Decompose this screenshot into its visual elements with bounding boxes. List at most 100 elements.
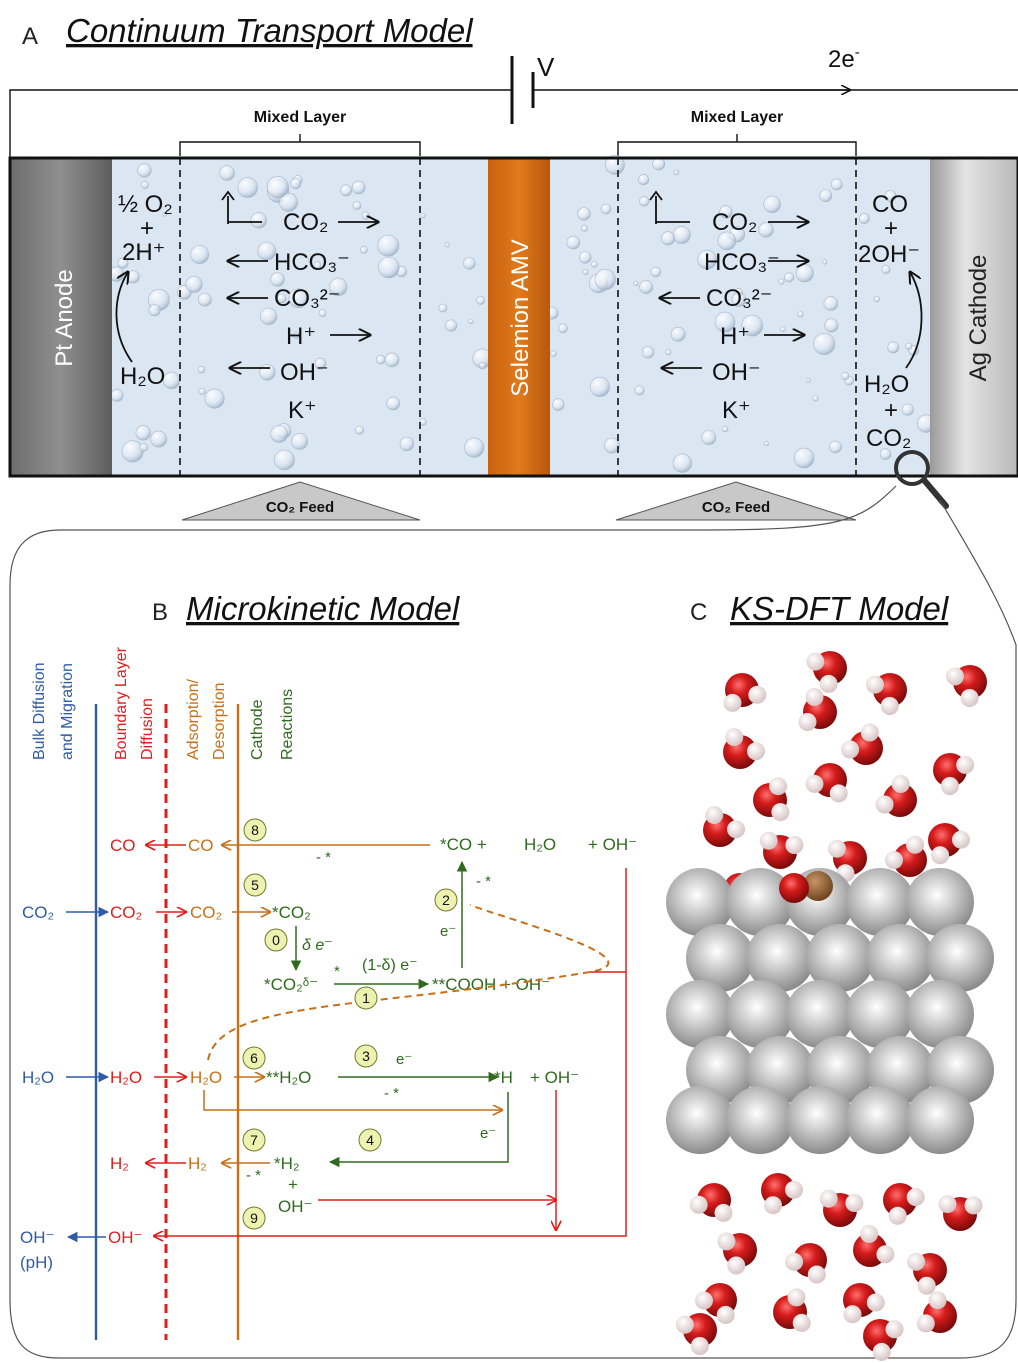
bubble bbox=[758, 222, 774, 238]
bubble bbox=[830, 178, 843, 191]
silver-atom bbox=[846, 868, 914, 936]
voltage-label: V bbox=[537, 52, 555, 82]
bl-h2: H₂ bbox=[110, 1154, 129, 1173]
header-boundary-1: Boundary Layer bbox=[113, 646, 130, 760]
bubble bbox=[582, 268, 589, 275]
bubble bbox=[633, 280, 639, 287]
hydrogen-atom bbox=[675, 1315, 694, 1334]
bl-oh: OH⁻ bbox=[108, 1228, 142, 1247]
hydrogen-atom bbox=[928, 1291, 947, 1310]
water-molecule bbox=[753, 777, 790, 822]
water-molecule bbox=[723, 728, 765, 769]
bubble bbox=[250, 212, 267, 229]
bubble bbox=[420, 213, 426, 219]
bubble bbox=[824, 318, 839, 333]
bubble bbox=[270, 425, 289, 443]
bubble bbox=[386, 396, 401, 411]
hydrogen-atom bbox=[885, 1320, 904, 1339]
water-molecule bbox=[761, 1173, 803, 1215]
species-co2-right: CO₂ bbox=[712, 209, 757, 236]
bubble bbox=[313, 261, 322, 269]
silver-atom bbox=[906, 1086, 974, 1154]
panel-b-title: Microkinetic Model bbox=[186, 590, 461, 627]
hydrogen-atom bbox=[792, 1313, 811, 1332]
bubble bbox=[352, 201, 362, 210]
bubble bbox=[110, 388, 124, 402]
bubble bbox=[813, 332, 836, 355]
header-bulk-1: Bulk Diffusion bbox=[31, 662, 48, 760]
water-molecule bbox=[843, 1283, 885, 1324]
svg-text:e⁻: e⁻ bbox=[480, 1125, 496, 1142]
silver-atom bbox=[846, 980, 914, 1048]
bubble bbox=[444, 242, 450, 248]
direct-adsorption-arrow bbox=[203, 1090, 502, 1110]
bubble bbox=[204, 388, 225, 409]
water-molecule bbox=[785, 1243, 827, 1284]
bubble bbox=[135, 425, 151, 441]
hydrogen-atom bbox=[747, 742, 765, 761]
co2-feed-triangle-left bbox=[181, 481, 421, 521]
bubble bbox=[634, 385, 645, 396]
hydrogen-atom bbox=[875, 795, 894, 814]
species-co2-left: CO₂ bbox=[283, 209, 328, 236]
header-cathode-2: Reactions bbox=[279, 689, 296, 760]
r-h2o-top: H₂O bbox=[524, 835, 556, 854]
bubble bbox=[661, 231, 676, 246]
hydrogen-atom bbox=[952, 830, 970, 849]
bubble bbox=[600, 203, 612, 215]
step-number: 3 bbox=[362, 1048, 370, 1064]
silver-atom bbox=[806, 924, 874, 992]
bubble bbox=[805, 377, 811, 383]
step-number: 8 bbox=[251, 822, 259, 838]
header-adsorption-1: Adsorption/ bbox=[185, 679, 202, 760]
hydrogen-atom bbox=[829, 784, 848, 803]
magnifier-icon bbox=[894, 450, 949, 509]
water-molecule bbox=[703, 806, 745, 847]
bubble bbox=[376, 354, 386, 365]
bubble bbox=[266, 176, 289, 199]
ad-co2: CO₂ bbox=[190, 903, 222, 922]
hydrogen-atom bbox=[806, 652, 825, 671]
hydrogen-atom bbox=[705, 806, 724, 825]
bubble bbox=[270, 272, 285, 287]
bubble bbox=[476, 295, 485, 305]
water-molecule bbox=[828, 839, 867, 883]
mixed-layer-label-left: Mixed Layer bbox=[254, 109, 346, 126]
hydrogen-atom bbox=[956, 755, 975, 774]
bubble bbox=[340, 184, 352, 197]
bubble bbox=[384, 352, 400, 368]
silver-atom bbox=[666, 980, 734, 1048]
hydrogen-atom bbox=[748, 685, 767, 704]
bl-co2: CO₂ bbox=[110, 903, 142, 922]
bubble bbox=[829, 440, 842, 454]
bubble bbox=[468, 318, 474, 325]
hydrogen-atom bbox=[771, 803, 790, 822]
hydrogen-atom bbox=[906, 1188, 925, 1207]
zoom-callout bbox=[9, 485, 1017, 1359]
svg-text:+: + bbox=[288, 1175, 298, 1194]
bubble bbox=[291, 432, 309, 450]
r-h2-ads: *H₂ bbox=[274, 1154, 300, 1173]
bubble bbox=[351, 180, 366, 195]
bubble bbox=[126, 270, 140, 284]
step-badge-7: 7 bbox=[242, 1128, 266, 1152]
hydrogen-atom bbox=[931, 846, 950, 865]
hydrogen-atom bbox=[880, 697, 899, 715]
water-molecule bbox=[853, 1225, 895, 1267]
silver-atom bbox=[666, 868, 734, 936]
bubble bbox=[140, 180, 149, 189]
silver-atom bbox=[666, 1086, 734, 1154]
panel-b: B Microkinetic Model Bulk Diffusion and … bbox=[20, 590, 637, 1340]
bubble bbox=[784, 272, 795, 283]
step-number: 9 bbox=[250, 1210, 258, 1226]
hydrogen-atom bbox=[714, 1203, 733, 1222]
cathode-co: CO bbox=[872, 191, 908, 218]
species-oh-right: OH⁻ bbox=[712, 359, 761, 386]
hydrogen-atom bbox=[964, 1196, 983, 1215]
bubble bbox=[399, 436, 415, 452]
header-adsorption-2: Desorption bbox=[211, 683, 228, 760]
water-molecule bbox=[723, 673, 767, 712]
dft-structure bbox=[666, 651, 994, 1361]
panel-a: A Continuum Transport Model V 2e- Mixed … bbox=[8, 12, 1018, 521]
silver-atom bbox=[906, 868, 974, 936]
